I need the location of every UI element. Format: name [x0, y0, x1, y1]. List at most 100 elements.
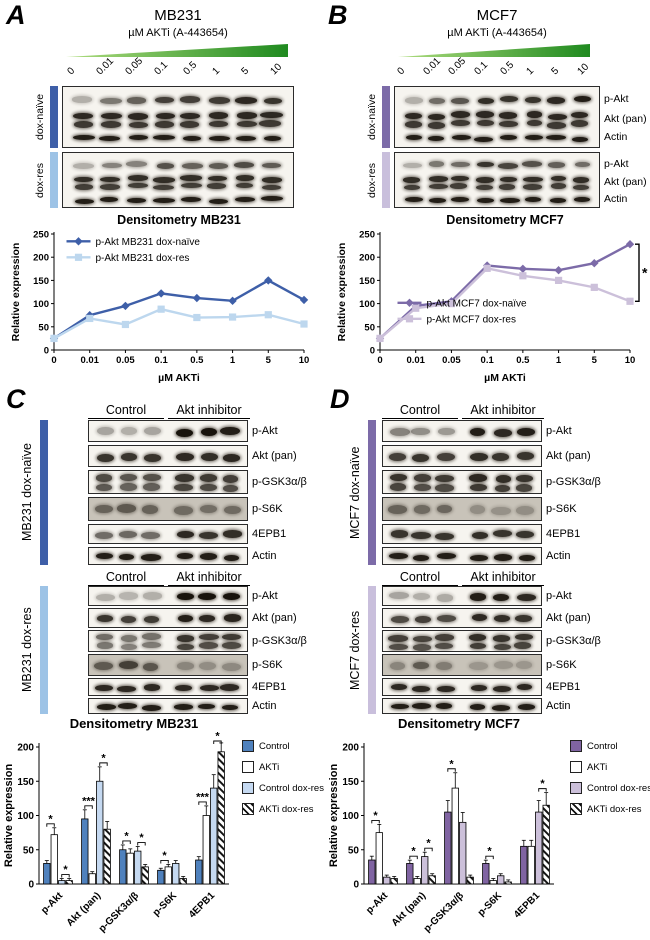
wb-band	[178, 614, 194, 622]
wb-band	[550, 175, 566, 182]
legend-label: Control dox-res	[259, 782, 324, 794]
wb-band	[412, 686, 430, 693]
wb-band	[75, 184, 93, 190]
data-point-marker	[193, 313, 201, 322]
data-point-marker	[376, 334, 384, 342]
wb-band	[156, 162, 175, 169]
data-point-marker	[121, 320, 130, 329]
chart-text: 200	[342, 743, 359, 754]
wb-band	[435, 634, 454, 641]
wb-band	[73, 112, 93, 120]
wb-band	[183, 136, 201, 142]
wb-band	[152, 177, 175, 183]
series-line	[379, 243, 631, 340]
wb-band	[516, 683, 533, 691]
chart-text: 10	[625, 355, 636, 366]
wb-band	[389, 643, 408, 651]
wb-strip	[382, 678, 542, 696]
wb-strip	[382, 524, 542, 544]
wb-band	[180, 182, 203, 189]
data-point-marker	[405, 315, 414, 323]
wb-band	[100, 97, 122, 105]
wb-band	[451, 119, 471, 127]
wb-band	[155, 96, 174, 104]
dose-label: 0	[65, 65, 77, 78]
panel-a-dose-axis-label: µM AKTi (A-443654)	[128, 27, 228, 39]
bar	[202, 815, 210, 885]
wb-band	[499, 120, 518, 128]
legend-swatch	[570, 782, 582, 794]
bar-chart-legend-mcf7: Control AKTi Control dox-res AKTi dox-re…	[570, 740, 650, 815]
wb-strip	[88, 497, 248, 521]
wb-band	[491, 453, 510, 462]
legend-swatch	[570, 803, 582, 815]
wb-band	[262, 177, 283, 183]
bar	[413, 878, 421, 885]
chart-text: p-GSK3α/β	[97, 890, 141, 934]
blot-row-label: Akt (pan)	[252, 612, 297, 624]
chart-text: p-S6K	[476, 890, 505, 919]
chart-text: 1	[556, 355, 562, 366]
wb-band	[127, 175, 149, 181]
wb-band	[119, 592, 139, 600]
wb-band	[451, 97, 469, 105]
dose-label: 0.01	[94, 55, 116, 78]
wb-band	[546, 135, 567, 141]
wb-band	[142, 663, 159, 672]
wb-strip	[88, 524, 248, 544]
wb-band	[492, 685, 511, 693]
group-label-c-dox-naive: MB231 dox-naïve	[20, 443, 34, 542]
chart-text: 100	[33, 299, 49, 310]
wb-band	[261, 196, 284, 202]
chart-text: *	[373, 810, 378, 822]
data-point-marker	[86, 314, 94, 323]
wb-band	[259, 120, 282, 127]
wb-band	[179, 175, 203, 181]
wb-strip	[88, 420, 248, 442]
wb-band	[499, 95, 519, 102]
wb-band	[525, 134, 543, 140]
wb-strip	[382, 586, 542, 606]
wb-band	[179, 121, 200, 128]
blot-band-label: Akt (pan)	[604, 176, 647, 188]
wb-band	[260, 111, 283, 119]
group-colorbar-d-dox-naive	[368, 420, 376, 565]
wb-band	[222, 633, 242, 640]
legend-item: Control dox-res	[570, 782, 650, 794]
column-header-control: Control	[382, 403, 458, 419]
chart-text: p-Akt MCF7 dox-naïve	[427, 298, 527, 309]
wb-band	[95, 531, 114, 540]
legend-swatch	[242, 740, 254, 752]
wb-band	[491, 705, 510, 711]
chart-text: 0.01	[80, 355, 99, 366]
significance-bracket	[46, 823, 55, 827]
wb-band	[547, 161, 566, 168]
wb-band	[436, 504, 453, 514]
wb-band	[96, 704, 116, 711]
legend-label: Control	[587, 740, 618, 752]
wb-band	[574, 161, 591, 168]
group-colorbar-c-dox-naive	[40, 420, 48, 565]
series-line	[53, 279, 305, 340]
wb-strip	[382, 698, 542, 714]
wb-band	[119, 473, 137, 482]
wb-band	[412, 703, 431, 709]
wb-strip	[88, 698, 248, 714]
chart-text: *	[426, 838, 431, 850]
wb-strip	[88, 608, 248, 628]
wb-band	[436, 615, 457, 623]
wb-band	[515, 633, 533, 641]
chart-text: *	[449, 758, 454, 770]
wb-band	[99, 184, 120, 190]
wb-band	[141, 554, 161, 561]
wb-band	[475, 184, 493, 191]
wb-band	[141, 633, 161, 640]
wb-band	[142, 505, 159, 514]
data-point-marker	[157, 305, 165, 313]
data-point-marker	[300, 320, 308, 328]
legend-swatch	[242, 803, 254, 815]
wb-band	[388, 505, 407, 514]
wb-band	[261, 162, 281, 169]
chart-text: Densitometry MB231	[117, 213, 241, 227]
wb-band	[495, 475, 511, 483]
